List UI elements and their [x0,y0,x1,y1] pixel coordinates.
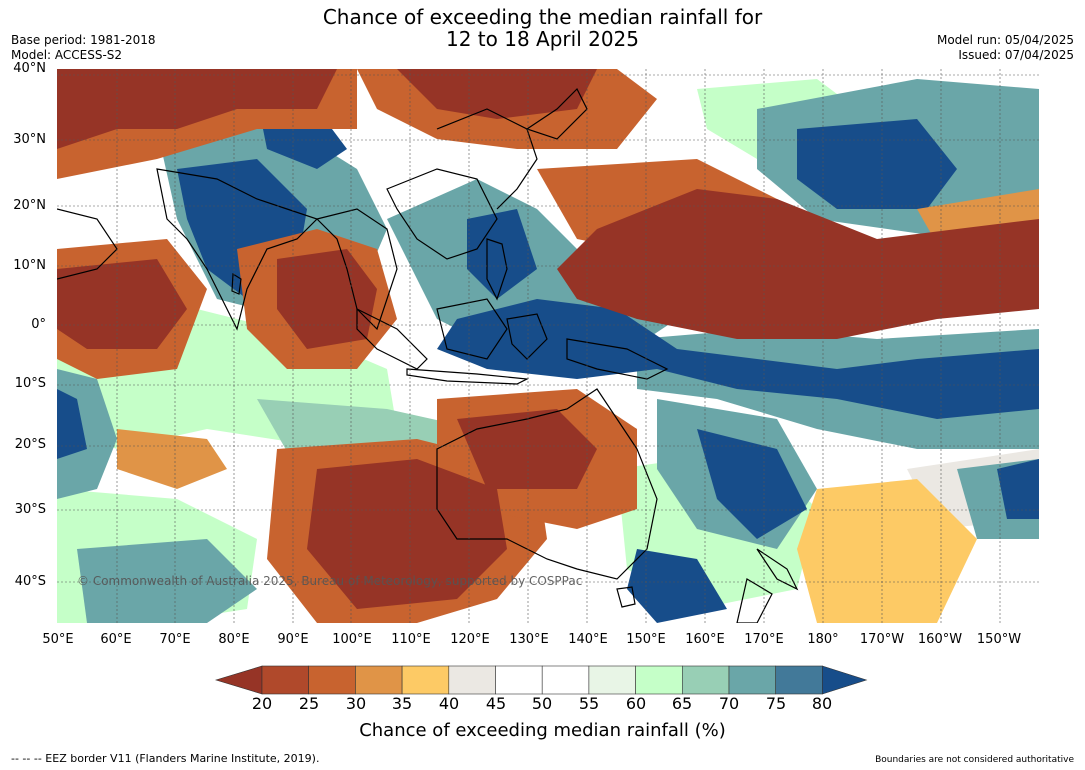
colorbar-extend-low [214,665,263,695]
lat-label-30n: 30°N [13,132,46,147]
colorbar-segment [588,665,636,695]
lat-label-10n: 10°N [13,258,46,273]
lon-label: 100°E [332,632,372,647]
lat-label-40n: 40°N [13,61,46,76]
model-name: Model: ACCESS-S2 [11,48,123,62]
lon-label: 120°E [450,632,490,647]
issued-date: Issued: 07/04/2025 [958,48,1074,62]
colorbar-segment [728,665,777,695]
lat-label-10s: 10°S [14,376,46,391]
lon-label: 170°E [744,632,784,647]
coastlines [57,87,799,623]
meta-right: Model run: 05/04/2025 Issued: 07/04/2025 [937,33,1074,63]
lon-label: 140°E [568,632,608,647]
eez-footnote: -- -- -- EEZ border V11 (Flanders Marine… [11,752,320,765]
colorbar-tick: 20 [251,694,273,713]
colorbar-segment [541,665,590,695]
map-title-line2: 12 to 18 April 2025 [445,27,640,51]
colorbar [214,665,868,695]
lon-label: 50°E [42,632,74,647]
colorbar-segment [401,665,450,695]
colorbar-tick: 35 [391,694,413,713]
colorbar-tick: 65 [671,694,693,713]
colorbar-tick: 75 [765,694,787,713]
colorbar-tick: 80 [811,694,833,713]
rainfall-map[interactable]: © Commonwealth of Australia 2025, Bureau… [57,69,1039,623]
lat-label-40s: 40°S [14,574,46,589]
meta-left: Base period: 1981-2018 Model: ACCESS-S2 [11,33,156,63]
colorbar-tick: 45 [485,694,507,713]
colorbar-tick: 25 [298,694,320,713]
probability-field [57,69,1039,623]
colorbar-segment [261,665,310,695]
colorbar-segment [635,665,683,695]
colorbar-segment [355,665,403,695]
lon-label: 80°E [218,632,250,647]
colorbar-extend-high [822,665,868,695]
lon-label: 160°W [917,632,963,647]
boundaries-disclaimer: Boundaries are not considered authoritat… [875,755,1074,765]
lon-label: 130°E [509,632,549,647]
lon-label: 90°E [277,632,309,647]
colorbar-tick: 60 [625,694,647,713]
colorbar-segment [308,665,356,695]
colorbar-tick: 40 [438,694,460,713]
lat-label-20n: 20°N [13,198,46,213]
gridlines [57,69,1039,623]
lat-label-0: 0° [31,317,46,332]
colorbar-tick: 30 [345,694,367,713]
copyright-text: © Commonwealth of Australia 2025, Bureau… [77,574,582,588]
lon-label: 110°E [391,632,431,647]
lon-label: 170°W [859,632,905,647]
colorbar-segment [448,665,496,695]
lat-label-20s: 20°S [14,437,46,452]
base-period: Base period: 1981-2018 [11,33,156,47]
colorbar-segment [775,665,823,695]
colorbar-tick: 55 [578,694,600,713]
colorbar-tick: 70 [718,694,740,713]
lon-label: 150°E [626,632,666,647]
lat-label-30s: 30°S [14,502,46,517]
lon-label: 60°E [100,632,132,647]
lon-label: 150°W [976,632,1022,647]
map-title-line1: Chance of exceeding the median rainfall … [322,5,763,29]
lon-label: 70°E [159,632,191,647]
colorbar-label: Chance of exceeding median rainfall (%) [359,720,726,741]
model-run: Model run: 05/04/2025 [936,33,1074,47]
lon-label: 180° [807,632,839,647]
colorbar-tick: 50 [531,694,553,713]
colorbar-segment [681,665,730,695]
colorbar-segment [495,665,543,695]
lon-label: 160°E [685,632,725,647]
